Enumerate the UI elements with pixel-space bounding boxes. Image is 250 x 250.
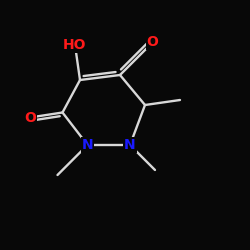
- Text: N: N: [82, 138, 93, 152]
- Text: N: N: [124, 138, 136, 152]
- Text: HO: HO: [63, 38, 87, 52]
- Text: O: O: [24, 110, 36, 124]
- Text: O: O: [146, 36, 158, 50]
